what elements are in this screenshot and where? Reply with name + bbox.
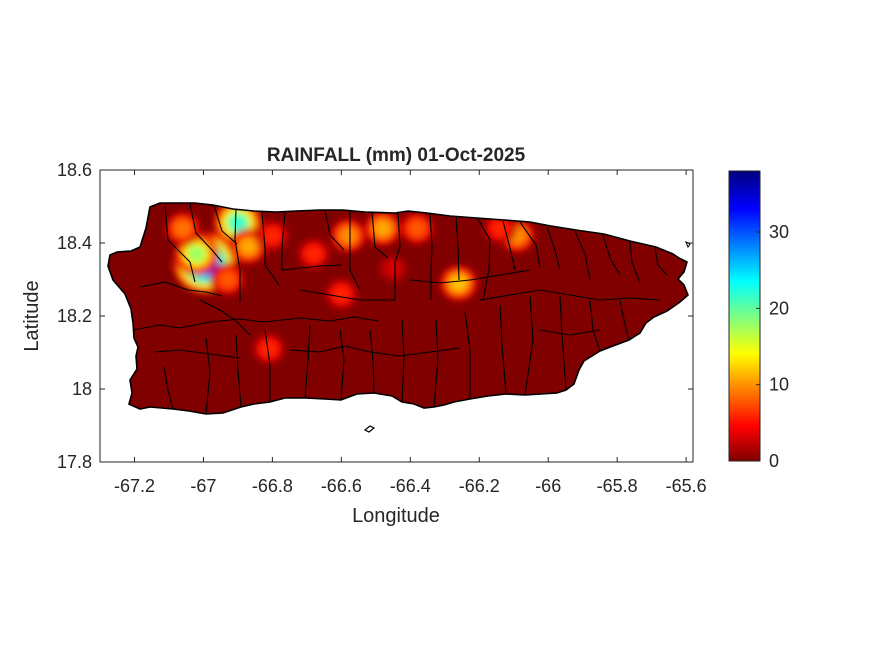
municipality-borders	[132, 203, 668, 414]
x-tick-label: -66.6	[321, 476, 362, 496]
colorbar-bar	[728, 170, 761, 462]
rain-cell	[483, 212, 517, 245]
x-tick-label: -66.2	[459, 476, 500, 496]
x-tick-label: -66.8	[252, 476, 293, 496]
colorbar-tick-label: 10	[769, 375, 789, 395]
colorbar-tick-label: 20	[769, 298, 789, 318]
rain-contour	[263, 227, 281, 244]
rain-cell	[329, 218, 367, 254]
rain-contour	[305, 245, 323, 262]
colorbar-tick-label: 30	[769, 222, 789, 242]
x-tick-label: -65.6	[666, 476, 707, 496]
rain-cell	[255, 219, 289, 252]
y-axis-label: Latitude	[21, 280, 43, 351]
rain-cell	[164, 211, 201, 246]
y-tick-label: 18.6	[57, 160, 92, 180]
rain-contour	[374, 220, 392, 237]
rain-cell	[399, 211, 435, 246]
rain-cell	[324, 278, 358, 310]
y-tick-label: 17.8	[57, 452, 92, 472]
rain-cell	[377, 254, 409, 283]
rain-contour	[339, 227, 357, 244]
island-outline	[107, 202, 689, 415]
x-tick-label: -65.8	[597, 476, 638, 496]
rain-contour	[174, 220, 192, 237]
colorbar-ticks: 0 10 20 30	[756, 222, 789, 471]
rain-contour	[239, 238, 257, 255]
rain-cell	[252, 333, 286, 365]
y-tick-label: 18	[72, 379, 92, 399]
x-axis: -67.2 -67 -66.8 -66.6 -66.4 -66.2 -66 -65.8 -65.…	[114, 170, 707, 496]
chart-title: RAINFALL (mm) 01-Oct-2025	[267, 145, 526, 166]
rain-cell	[297, 238, 331, 270]
rain-contour	[408, 220, 426, 237]
rain-contour	[229, 214, 247, 231]
rain-contour	[332, 286, 350, 303]
rain-cell	[439, 264, 478, 302]
x-tick-label: -67.2	[114, 476, 155, 496]
rain-contour	[260, 340, 278, 357]
x-tick-label: -66	[535, 476, 561, 496]
y-axis: 17.8 18 18.2 18.4 18.6	[57, 160, 693, 472]
rain-contour	[450, 275, 467, 292]
rain-contour	[188, 245, 205, 262]
rain-contour	[384, 260, 402, 277]
x-tick-label: -66.4	[390, 476, 431, 496]
rain-cell	[363, 210, 402, 247]
y-tick-label: 18.4	[57, 233, 92, 253]
colorbar-tick-label: 0	[769, 451, 779, 471]
y-tick-label: 18.2	[57, 306, 92, 326]
islet-caja-de-muertos	[363, 425, 376, 433]
x-tick-label: -67	[190, 476, 216, 496]
rain-cell	[210, 262, 246, 297]
map-area	[107, 202, 691, 433]
x-axis-label: Longitude	[352, 505, 440, 527]
rain-contour	[219, 271, 236, 288]
colorbar: 0 10 20 30	[728, 170, 789, 471]
